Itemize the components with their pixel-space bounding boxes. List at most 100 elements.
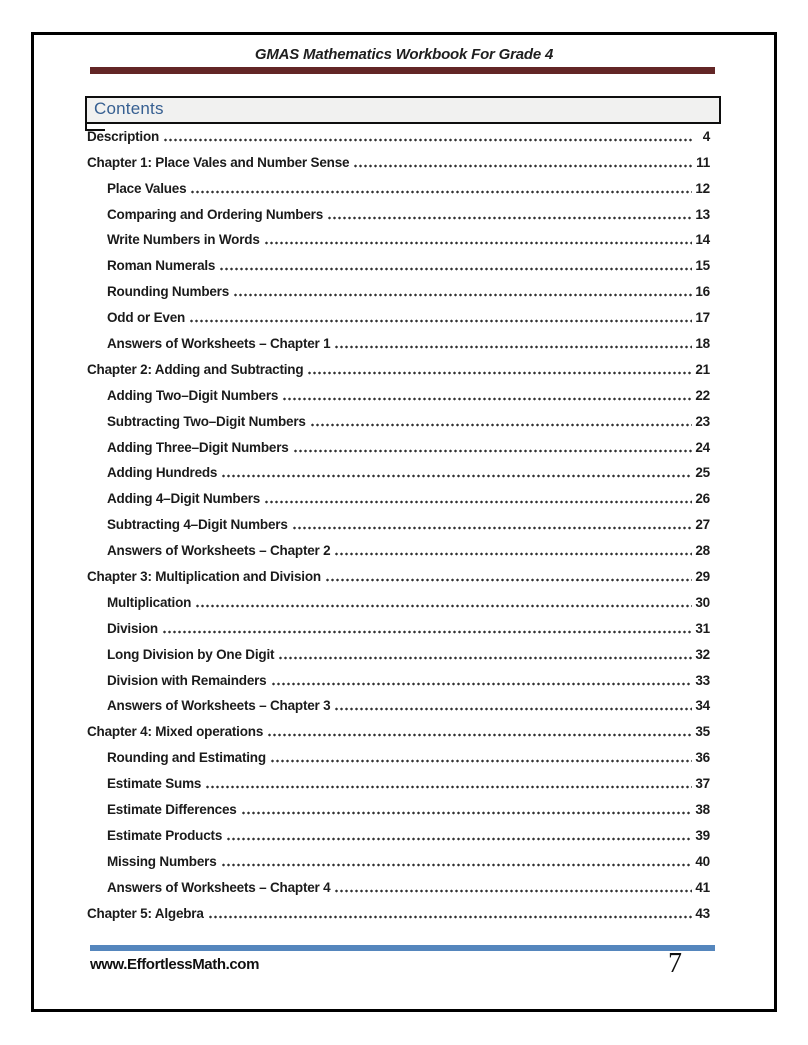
toc-entry-label: Rounding and Estimating [107, 750, 266, 766]
toc-entry: Subtracting Two–Digit Numbers 23 [87, 408, 710, 434]
dot-leader [207, 914, 692, 919]
toc-entry: Estimate Sums 37 [87, 770, 710, 796]
dot-leader [269, 759, 692, 764]
toc-entry-label: Missing Numbers [107, 853, 217, 869]
toc-entry-page-number: 38 [695, 802, 710, 818]
header-rule [90, 67, 715, 74]
footer-page-number: 7 [668, 948, 682, 979]
toc-entry-label: Division [107, 620, 158, 636]
toc-entry: Missing Numbers 40 [87, 848, 710, 874]
toc-entry-label: Adding 4–Digit Numbers [107, 491, 261, 507]
toc-entry-page-number: 25 [695, 465, 710, 481]
toc-entry: Description 4 [87, 123, 710, 149]
toc-entry-page-number: 14 [695, 232, 710, 248]
toc-entry: Odd or Even 17 [87, 304, 710, 330]
dot-leader [282, 396, 692, 401]
toc-entry-page-number: 33 [695, 672, 710, 688]
dot-leader [233, 293, 692, 298]
dot-leader [353, 163, 692, 168]
toc-entry: Multiplication 30 [87, 589, 710, 615]
toc-entry-page-number: 26 [695, 491, 710, 507]
dot-leader [324, 578, 692, 583]
toc-entry-label: Answers of Worksheets – Chapter 3 [107, 698, 331, 714]
toc-entry: Chapter 2: Adding and Subtracting 21 [87, 356, 710, 382]
dot-leader [163, 137, 692, 142]
toc-entry: Answers of Worksheets – Chapter 1 18 [87, 330, 710, 356]
dot-leader [334, 552, 692, 557]
toc-entry: Adding 4–Digit Numbers 26 [87, 485, 710, 511]
dot-leader [263, 241, 692, 246]
toc-entry: Chapter 3: Multiplication and Division 29 [87, 563, 710, 589]
dot-leader [291, 526, 692, 531]
dot-leader [292, 448, 692, 453]
toc-entry: Adding Three–Digit Numbers 24 [87, 434, 710, 460]
toc-entry: Write Numbers in Words 14 [87, 227, 710, 253]
toc-entry-page-number: 17 [695, 310, 710, 326]
dot-leader [334, 707, 692, 712]
dot-leader [195, 603, 692, 608]
toc-entry: Adding Two–Digit Numbers 22 [87, 382, 710, 408]
dot-leader [334, 888, 692, 893]
toc-entry: Division 31 [87, 615, 710, 641]
toc-entry-label: Place Values [107, 180, 187, 196]
toc-entry-page-number: 12 [695, 180, 710, 196]
document-page: GMAS Mathematics Workbook For Grade 4 Co… [31, 32, 777, 1012]
toc-entry-label: Estimate Products [107, 827, 223, 843]
toc-entry: Rounding and Estimating 36 [87, 744, 710, 770]
dot-leader [267, 733, 692, 738]
toc-entry: Comparing and Ordering Numbers 13 [87, 201, 710, 227]
toc-entry-label: Estimate Differences [107, 802, 237, 818]
dot-leader [226, 836, 692, 841]
contents-heading-box: Contents [85, 96, 721, 131]
toc-entry-page-number: 24 [695, 439, 710, 455]
toc-entry-label: Adding Two–Digit Numbers [107, 387, 279, 403]
toc-entry: Estimate Products 39 [87, 822, 710, 848]
toc-entry-label: Write Numbers in Words [107, 232, 260, 248]
toc-entry: Estimate Differences 38 [87, 796, 710, 822]
page-title: GMAS Mathematics Workbook For Grade 4 [254, 46, 554, 63]
toc-entry: Chapter 1: Place Vales and Number Sense 1… [87, 149, 710, 175]
contents-heading: Contents [94, 99, 164, 118]
toc-entry-label: Comparing and Ordering Numbers [107, 206, 324, 222]
dot-leader [190, 189, 692, 194]
toc-entry-label: Division with Remainders [107, 672, 267, 688]
toc-entry-page-number: 13 [695, 206, 710, 222]
toc-entry-page-number: 34 [695, 698, 710, 714]
toc-entry-label: Description [87, 128, 160, 144]
toc-entry: Division with Remainders 33 [87, 667, 710, 693]
toc-entry: Chapter 5: Algebra 43 [87, 900, 710, 926]
footer-rule [90, 945, 715, 951]
toc-entry: Long Division by One Digit 32 [87, 641, 710, 667]
toc-entry-label: Answers of Worksheets – Chapter 2 [107, 543, 331, 559]
dot-leader [221, 474, 692, 479]
toc-entry-page-number: 39 [695, 827, 710, 843]
dot-leader [334, 345, 692, 350]
toc-entry-page-number: 37 [695, 776, 710, 792]
toc-entry-page-number: 32 [695, 646, 710, 662]
toc-entry-label: Answers of Worksheets – Chapter 4 [107, 879, 331, 895]
toc-entry-label: Rounding Numbers [107, 284, 230, 300]
dot-leader [309, 422, 692, 427]
toc-entry-label: Chapter 5: Algebra [87, 905, 204, 921]
toc-entry-page-number: 27 [695, 517, 710, 533]
toc-entry-label: Adding Hundreds [107, 465, 218, 481]
toc-entry-label: Chapter 3: Multiplication and Division [87, 569, 321, 585]
dot-leader [240, 811, 692, 816]
toc-entry-label: Chapter 1: Place Vales and Number Sense [87, 154, 350, 170]
dot-leader [278, 655, 692, 660]
toc-entry-page-number: 36 [695, 750, 710, 766]
dot-leader [205, 785, 692, 790]
toc-entry-page-number: 41 [695, 879, 710, 895]
toc-entry: Place Values 12 [87, 175, 710, 201]
toc-entry-label: Subtracting 4–Digit Numbers [107, 517, 288, 533]
toc-entry-label: Chapter 2: Adding and Subtracting [87, 361, 304, 377]
toc-entry-label: Subtracting Two–Digit Numbers [107, 413, 306, 429]
toc-entry-label: Estimate Sums [107, 776, 202, 792]
footer-website: www.EffortlessMath.com [90, 956, 260, 973]
toc-entry: Chapter 4: Mixed operations 35 [87, 718, 710, 744]
toc-entry-label: Long Division by One Digit [107, 646, 275, 662]
toc-entry: Answers of Worksheets – Chapter 3 34 [87, 693, 710, 719]
toc-entry-label: Multiplication [107, 594, 192, 610]
toc-entry-page-number: 43 [695, 905, 710, 921]
dot-leader [327, 215, 692, 220]
